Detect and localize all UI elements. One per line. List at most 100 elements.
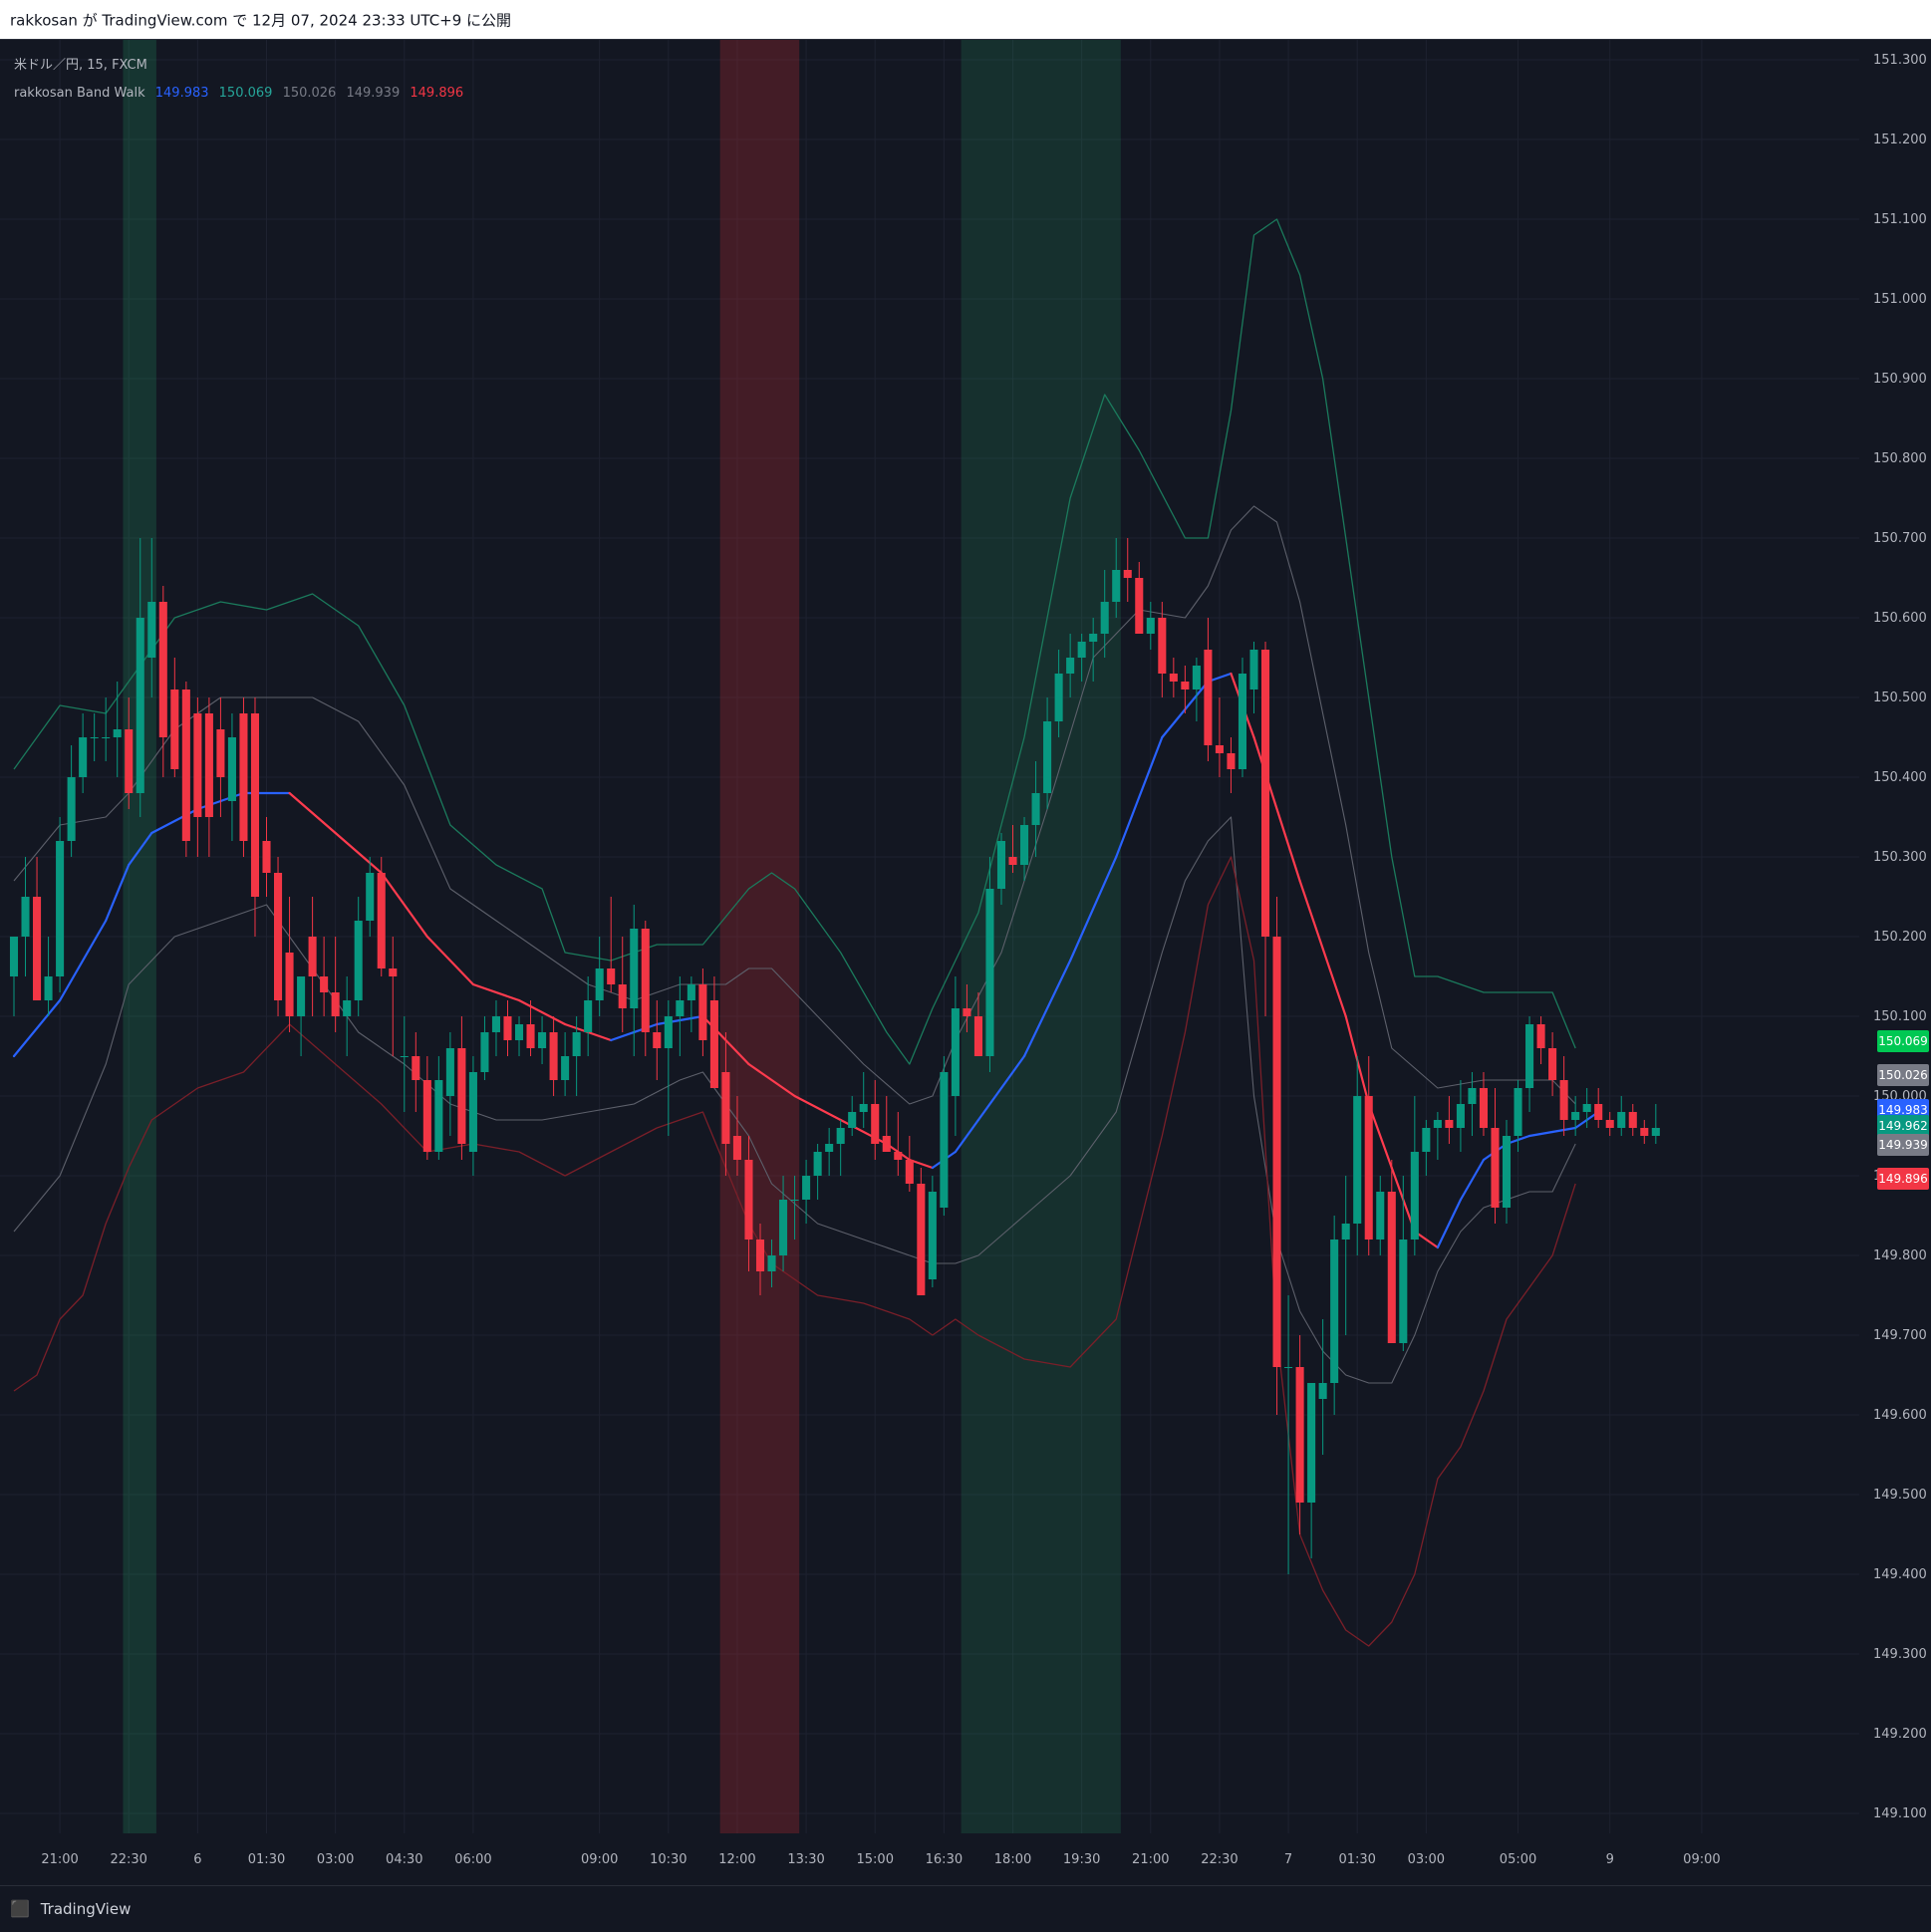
candle-body bbox=[1043, 721, 1052, 793]
time-tick-label: 22:30 bbox=[1201, 1852, 1238, 1867]
candle-body bbox=[790, 1200, 799, 1201]
candle-body bbox=[1249, 650, 1258, 690]
basis-line-segment bbox=[1527, 1130, 1554, 1138]
candle-body bbox=[1422, 1128, 1431, 1152]
basis-line-segment bbox=[1115, 735, 1164, 859]
candle-body bbox=[732, 1136, 741, 1160]
candle-body bbox=[1238, 674, 1247, 769]
candle-body bbox=[1651, 1128, 1660, 1136]
candle-body bbox=[1054, 674, 1063, 721]
candle-body bbox=[1514, 1088, 1522, 1136]
candle-body bbox=[1376, 1192, 1385, 1240]
candle-body bbox=[1227, 753, 1236, 769]
candle-body bbox=[434, 1080, 443, 1152]
publish-title: rakkosan が TradingView.com で 12月 07, 202… bbox=[10, 11, 512, 30]
time-tick-label: 06:00 bbox=[454, 1852, 491, 1867]
candle-body bbox=[653, 1032, 662, 1048]
indicator-legend: rakkosan Band Walk 149.983 150.069 150.0… bbox=[14, 80, 463, 108]
candle-body bbox=[389, 968, 398, 976]
candle-body bbox=[320, 976, 329, 992]
candle-body bbox=[33, 897, 42, 1000]
candle-body bbox=[1330, 1240, 1339, 1383]
time-tick-label: 10:30 bbox=[650, 1852, 687, 1867]
candle-body bbox=[825, 1144, 834, 1152]
candle-body bbox=[113, 729, 122, 737]
time-tick-label: 22:30 bbox=[110, 1852, 146, 1867]
price-tick-label: 149.200 bbox=[1873, 1727, 1927, 1742]
basis-line-segment bbox=[105, 863, 131, 923]
price-tick-label: 149.400 bbox=[1873, 1567, 1927, 1582]
candle-body bbox=[377, 873, 386, 968]
candle-body bbox=[102, 737, 111, 738]
candle-body bbox=[1559, 1080, 1568, 1120]
indicator-name: rakkosan Band Walk bbox=[14, 86, 145, 101]
upper-mid-band-line bbox=[13, 505, 1576, 1105]
footer: ⬛ TradingView bbox=[0, 1885, 1931, 1931]
candle-body bbox=[21, 897, 30, 937]
time-tick-label: 16:30 bbox=[926, 1852, 963, 1867]
candle-body bbox=[1077, 642, 1086, 658]
time-tick-label: 15:00 bbox=[857, 1852, 894, 1867]
candle-body bbox=[343, 1000, 352, 1016]
candle-body bbox=[572, 1032, 581, 1056]
basis-line-segment bbox=[1022, 959, 1072, 1058]
time-tick-label: 01:30 bbox=[248, 1852, 285, 1867]
candle-body bbox=[1204, 650, 1213, 745]
tradingview-logo-icon: ⬛ bbox=[10, 1899, 30, 1918]
candle-body bbox=[1089, 634, 1098, 642]
price-tick-label: 150.800 bbox=[1873, 451, 1927, 466]
candle-body bbox=[136, 618, 144, 793]
candle-body bbox=[595, 968, 604, 1000]
candle-body bbox=[1364, 1096, 1373, 1240]
candle-body bbox=[1295, 1367, 1304, 1503]
candle-body bbox=[1628, 1112, 1637, 1128]
time-tick-label: 21:00 bbox=[1132, 1852, 1169, 1867]
candle-body bbox=[1272, 937, 1281, 1367]
candle-body bbox=[1066, 658, 1075, 674]
candle-body bbox=[721, 1072, 730, 1144]
candle-body bbox=[985, 889, 994, 1056]
price-chart[interactable]: 149.100 149.200 149.300 149.400 149.500 149.6… bbox=[0, 40, 1931, 1885]
time-tick-label: 7 bbox=[1284, 1852, 1292, 1867]
candle-body bbox=[1158, 618, 1167, 674]
time-tick-label: 04:30 bbox=[386, 1852, 422, 1867]
candle-body bbox=[996, 841, 1006, 889]
candle-body bbox=[170, 690, 179, 769]
candle-body bbox=[262, 841, 271, 873]
price-tick-label: 149.700 bbox=[1873, 1328, 1927, 1343]
candle-body bbox=[1571, 1112, 1580, 1120]
candle-body bbox=[1617, 1112, 1626, 1128]
candle-body bbox=[125, 729, 134, 793]
candle-body bbox=[514, 1024, 524, 1040]
basis-line-segment bbox=[1069, 855, 1118, 963]
candle-body bbox=[1146, 618, 1155, 634]
candle-body bbox=[973, 1016, 982, 1056]
candle-body bbox=[1020, 825, 1029, 865]
candle-body bbox=[158, 602, 167, 737]
time-tick-label: 19:30 bbox=[1063, 1852, 1100, 1867]
candle-body bbox=[1100, 602, 1109, 634]
candle-body bbox=[503, 1016, 512, 1040]
candle-body bbox=[894, 1152, 903, 1160]
price-tag: 149.962 bbox=[1877, 1115, 1929, 1138]
candle-body bbox=[538, 1032, 547, 1048]
time-tick-label: 9 bbox=[1606, 1852, 1614, 1867]
candle-body bbox=[1456, 1104, 1465, 1128]
candle-body bbox=[366, 873, 375, 921]
candle-body bbox=[905, 1160, 914, 1184]
candle-body bbox=[9, 937, 19, 976]
candle-body bbox=[928, 1192, 937, 1279]
candle-body bbox=[641, 929, 650, 1032]
candle-body bbox=[308, 937, 317, 976]
candle-body bbox=[331, 992, 340, 1016]
price-tag: 149.939 bbox=[1877, 1133, 1929, 1156]
symbol-legend: 米ドル／円, 15, FXCM bbox=[14, 52, 463, 80]
candle-body bbox=[79, 737, 88, 777]
publish-header: rakkosan が TradingView.com で 12月 07, 202… bbox=[0, 0, 1931, 40]
candle-body bbox=[963, 1008, 971, 1016]
time-tick-label: 09:00 bbox=[1683, 1852, 1720, 1867]
candle-body bbox=[848, 1112, 857, 1128]
candle-body bbox=[193, 713, 202, 817]
time-tick-label: 03:00 bbox=[1408, 1852, 1445, 1867]
candle-body bbox=[1318, 1383, 1327, 1399]
